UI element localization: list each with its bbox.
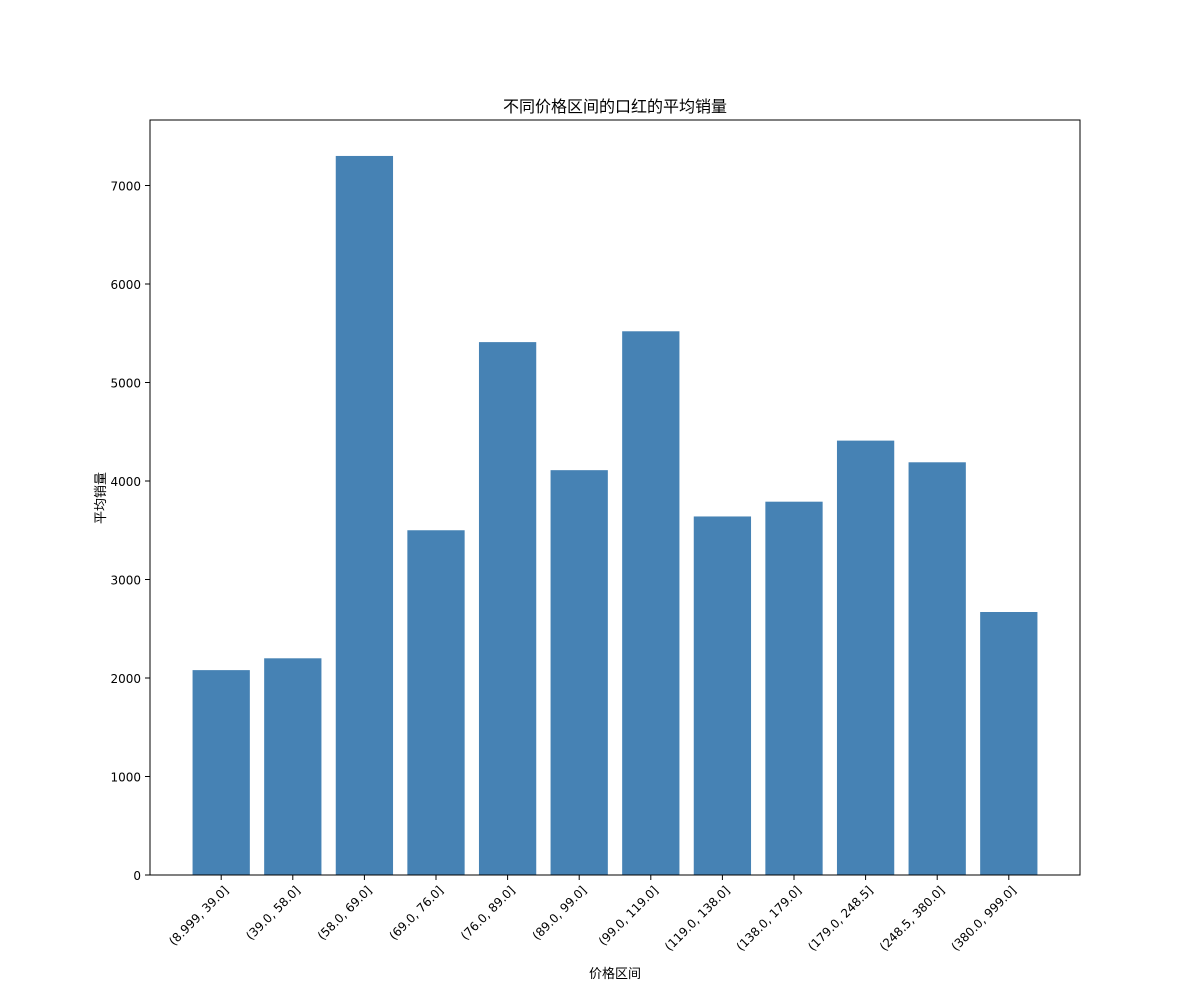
bar (765, 501, 823, 875)
x-tick-label: (248.5, 380.0] (877, 883, 948, 954)
y-tick-label: 4000 (110, 475, 141, 489)
x-tick-label: (76.0, 89.0] (458, 883, 518, 943)
bar (478, 342, 537, 875)
x-tick-label: (380.0, 999.0] (948, 883, 1019, 954)
bar (550, 470, 608, 875)
x-tick-label: (89.0, 99.0] (530, 883, 590, 943)
x-tick-label: (138.0, 179.0] (734, 883, 805, 954)
plot-frame (149, 119, 1081, 876)
x-tick-label: (69.0, 76.0] (386, 883, 446, 943)
x-axis-label: 价格区间 (589, 966, 641, 982)
bar (264, 658, 322, 875)
x-tick-label: (58.0, 69.0] (315, 883, 375, 943)
x-tick-label: (8.999, 39.0] (166, 883, 231, 948)
y-tick-label: 6000 (110, 278, 141, 292)
bar (836, 440, 895, 875)
bar (335, 155, 394, 875)
bar (407, 530, 465, 875)
bar (980, 612, 1038, 875)
x-tick-label: (119.0, 138.0] (662, 883, 733, 954)
y-axis-label: 平均销量 (94, 472, 109, 524)
bar (622, 331, 680, 875)
bar (192, 670, 250, 875)
y-tick-label: 5000 (110, 377, 141, 391)
y-tick-label: 3000 (110, 574, 141, 588)
bar (693, 516, 752, 875)
y-tick-label: 7000 (110, 180, 141, 194)
y-tick-label: 0 (133, 869, 141, 883)
y-tick-label: 1000 (110, 771, 141, 785)
x-tick-label: (179.0, 248.5] (805, 883, 876, 954)
x-tick-label: (39.0, 58.0] (243, 883, 303, 943)
y-tick-label: 2000 (110, 672, 141, 686)
bar (908, 462, 966, 875)
chart-title: 不同价格区间的口红的平均销量 (503, 97, 727, 116)
x-tick-label: (99.0, 119.0] (596, 883, 661, 948)
